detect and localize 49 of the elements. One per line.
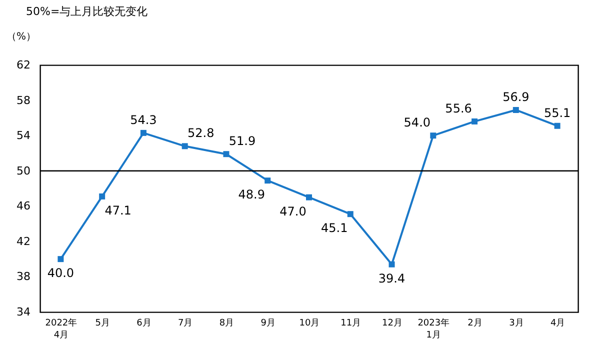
x-tick-label: 2023年 1月 bbox=[418, 318, 450, 340]
point bbox=[306, 194, 312, 200]
data-label: 55.6 bbox=[445, 101, 472, 116]
data-label: 55.1 bbox=[544, 106, 571, 120]
data-label: 47.1 bbox=[104, 203, 132, 218]
x-tick-label: 8月 bbox=[219, 318, 234, 328]
point bbox=[430, 132, 436, 139]
data-label: 54.3 bbox=[130, 112, 157, 127]
data-label: 39.4 bbox=[378, 271, 406, 286]
data-label: 47.0 bbox=[280, 204, 306, 218]
y-tick-label: 38 bbox=[16, 270, 30, 284]
y-tick-label: 46 bbox=[16, 200, 30, 213]
point bbox=[223, 151, 230, 158]
x-tick-label: 9月 bbox=[260, 318, 276, 328]
y-tick-label: 58 bbox=[16, 94, 30, 107]
x-tick-label: 11月 bbox=[340, 318, 362, 328]
y-axis-title: （%） bbox=[6, 32, 36, 42]
point bbox=[182, 143, 188, 150]
x-tick-label: 6月 bbox=[136, 318, 152, 328]
x-tick-label: 10月 bbox=[299, 318, 320, 328]
point bbox=[512, 106, 519, 113]
x-tick-label: 7月 bbox=[178, 318, 193, 328]
y-tick-label: 62 bbox=[16, 58, 30, 72]
data-label: 45.1 bbox=[321, 221, 348, 236]
y-tick-label: 42 bbox=[16, 234, 30, 248]
point bbox=[99, 193, 106, 200]
point bbox=[347, 211, 354, 218]
data-label: 51.9 bbox=[228, 134, 256, 148]
x-tick-label: 4月 bbox=[550, 318, 566, 328]
data-label: 40.0 bbox=[47, 266, 74, 280]
x-tick-label: 5月 bbox=[95, 318, 110, 328]
x-tick-label: 2022年 4月 bbox=[45, 318, 78, 340]
data-label: 48.9 bbox=[238, 188, 265, 202]
y-tick-label: 34 bbox=[16, 306, 30, 318]
x-tick-label: 3月 bbox=[509, 318, 524, 328]
point bbox=[140, 130, 146, 136]
point bbox=[472, 118, 478, 124]
point bbox=[554, 122, 560, 129]
point bbox=[264, 178, 271, 184]
data-label: 52.8 bbox=[187, 126, 214, 140]
y-tick-label: 50 bbox=[16, 164, 30, 178]
chart-title: 50%=与上月比较无变化 bbox=[26, 5, 148, 18]
x-tick-label: 2月 bbox=[468, 318, 482, 328]
x-tick-label: 12月 bbox=[382, 318, 402, 328]
point bbox=[58, 256, 64, 262]
point bbox=[388, 261, 395, 268]
data-label: 56.9 bbox=[502, 90, 530, 104]
y-tick-label: 54 bbox=[16, 129, 30, 142]
data-label: 54.0 bbox=[404, 116, 431, 130]
